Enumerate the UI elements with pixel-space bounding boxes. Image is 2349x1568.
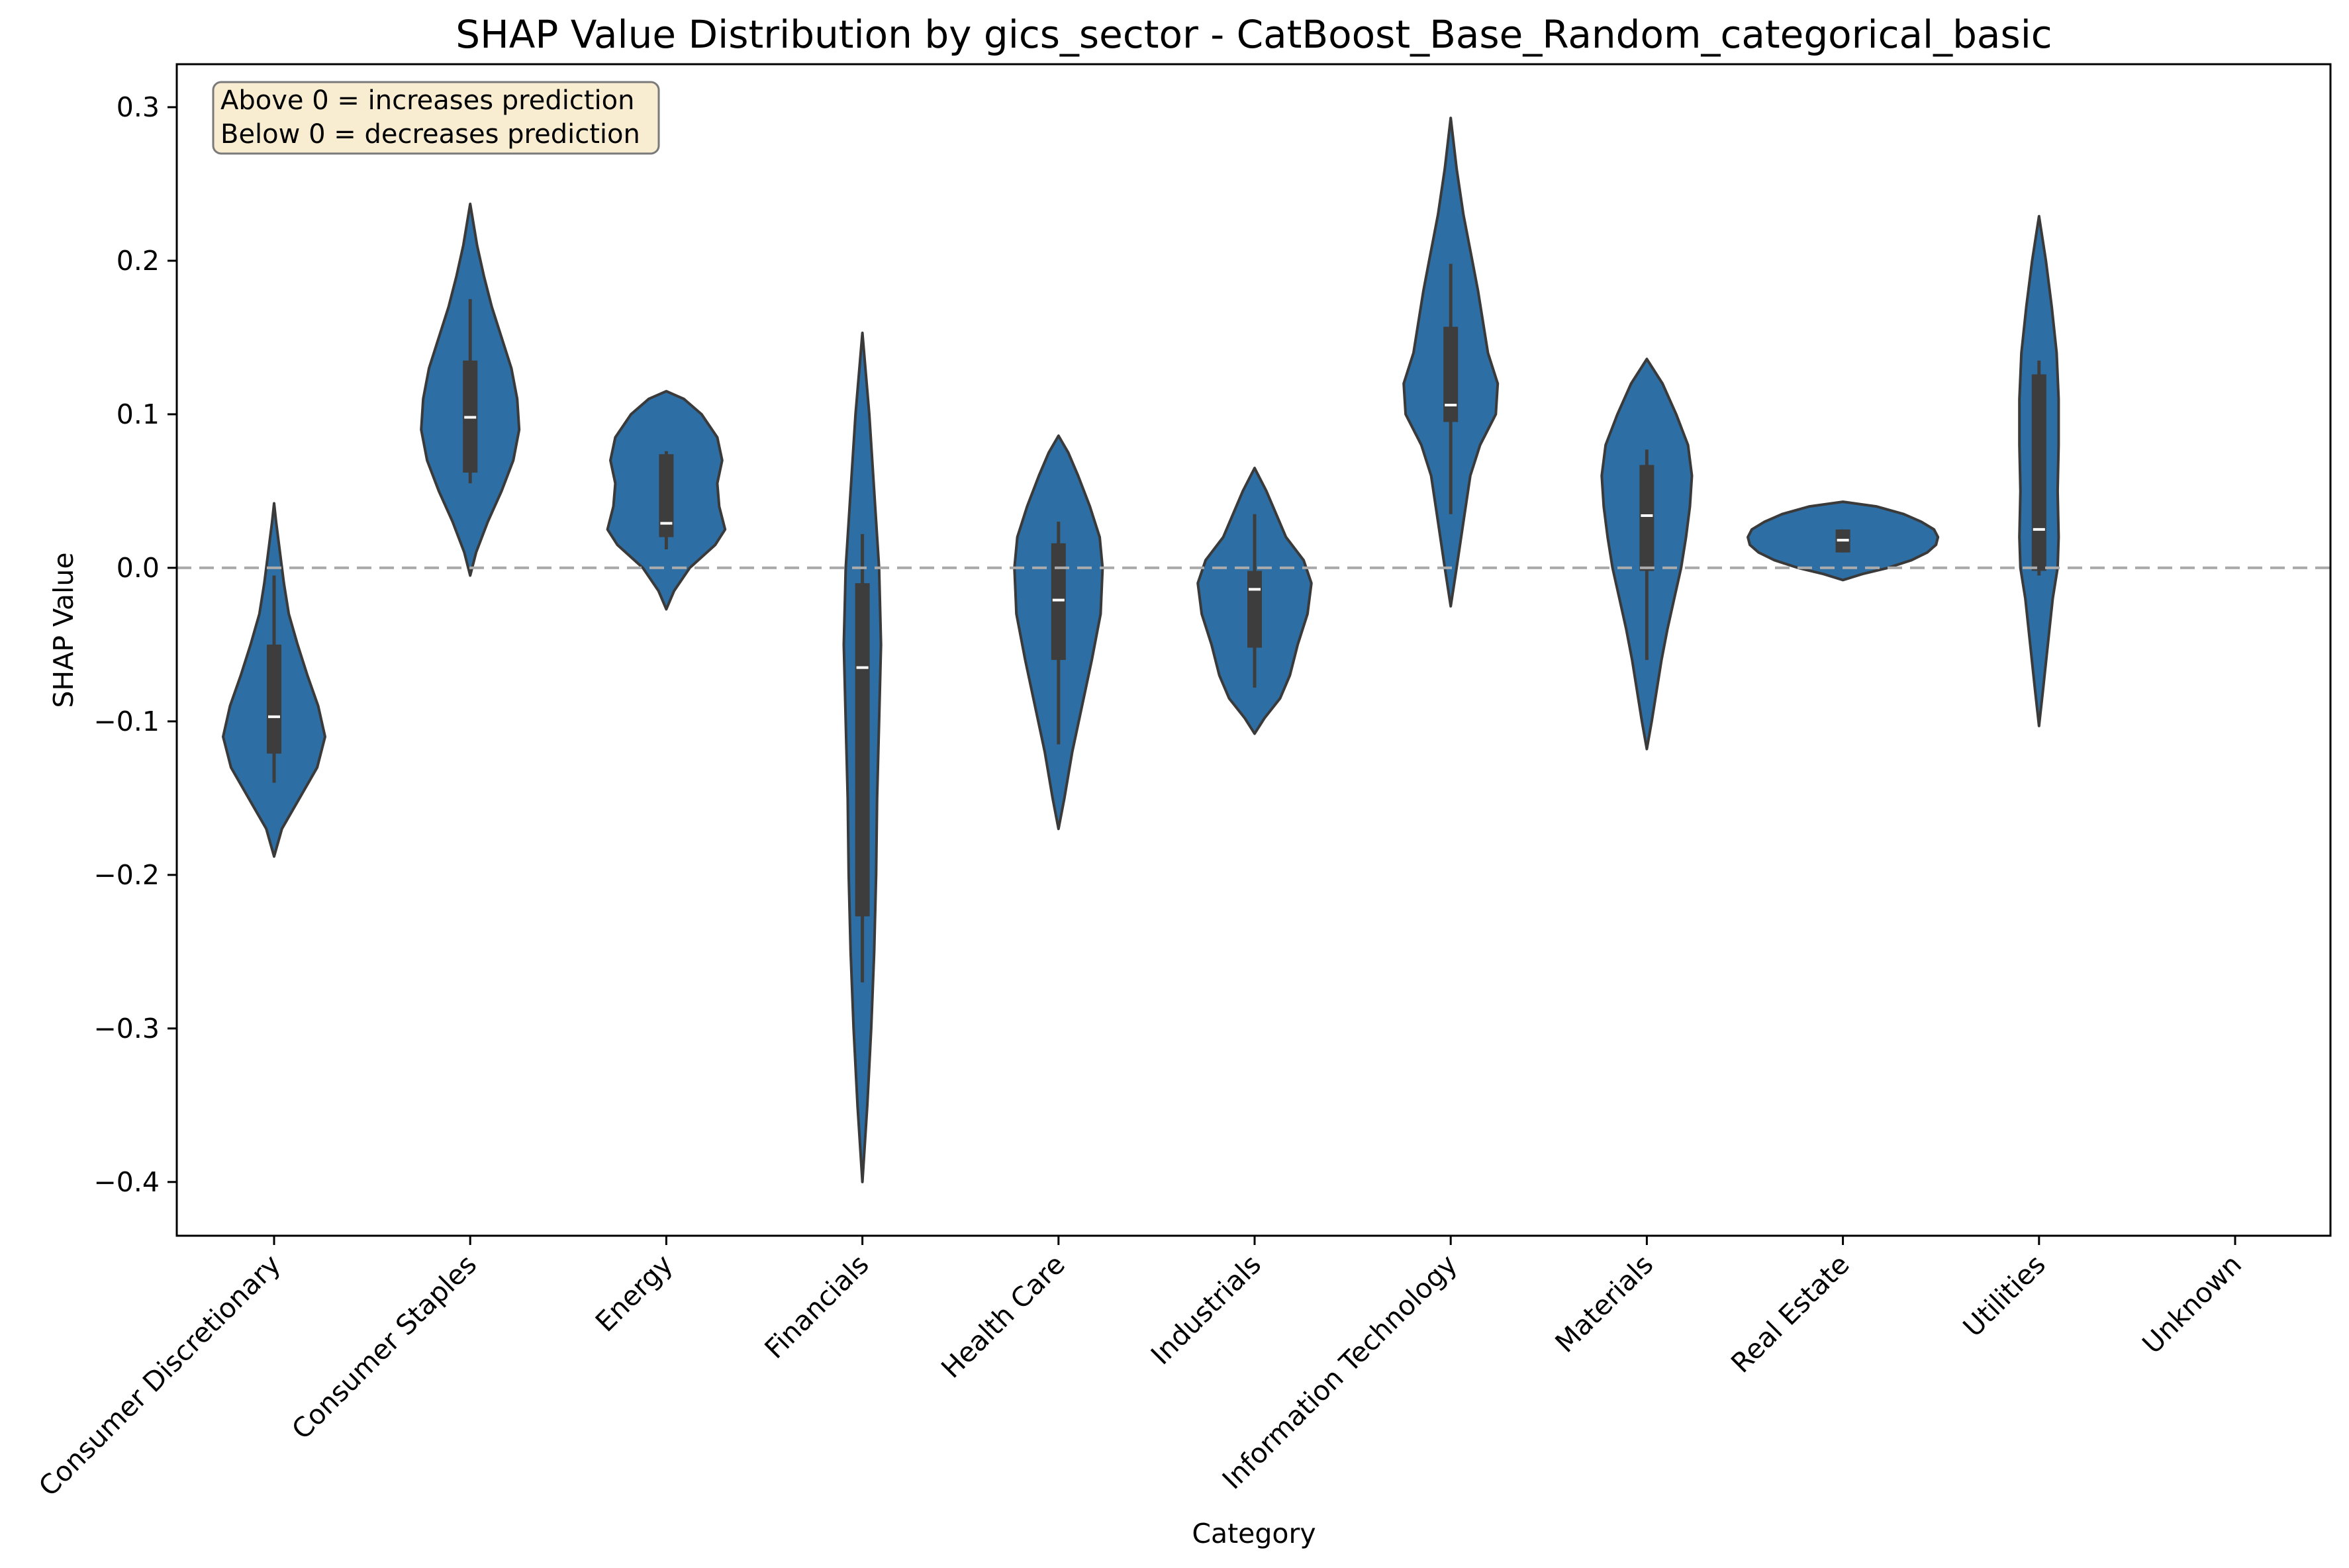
- violin-group: [606, 390, 727, 611]
- y-axis-label: SHAP Value: [48, 552, 79, 708]
- violin-group: [1600, 357, 1694, 751]
- x-tick-label: Energy: [589, 1248, 679, 1338]
- y-tick-label: −0.4: [93, 1166, 160, 1198]
- violin-iqr-box: [1443, 326, 1459, 422]
- violin-iqr-box: [1051, 543, 1066, 661]
- violin-iqr-box: [2031, 374, 2046, 571]
- plot-frame: [175, 63, 2332, 1237]
- x-axis-label: Category: [1192, 1518, 1316, 1549]
- violin-group: [420, 203, 521, 577]
- violin-group: [1013, 434, 1104, 831]
- y-tick-label: −0.2: [93, 859, 160, 891]
- violin-iqr-box: [855, 583, 870, 917]
- y-tick-label: 0.2: [117, 245, 160, 277]
- x-tick-label: Real Estate: [1725, 1248, 1855, 1379]
- x-tick-label: Information Technology: [1216, 1248, 1463, 1495]
- annotation-line-2: Below 0 = decreases prediction: [220, 119, 640, 150]
- x-tick-label: Consumer Staples: [285, 1248, 483, 1446]
- x-tick-label: Financials: [759, 1248, 875, 1365]
- x-tick-label: Industrials: [1145, 1248, 1267, 1371]
- y-tick-label: −0.3: [93, 1013, 160, 1044]
- violin-iqr-box: [267, 644, 281, 754]
- y-tick-label: 0.0: [117, 552, 160, 584]
- violin-iqr-box: [659, 454, 674, 537]
- violin-group: [2018, 214, 2060, 727]
- violins-layer: [222, 116, 2060, 1183]
- y-axis: 0.3 0.2 0.1 0.0 −0.1 −0.2 −0.3 −0.4: [93, 91, 177, 1198]
- violin-group: [1196, 467, 1313, 735]
- violin-group: [1402, 116, 1500, 608]
- annotation-background: [212, 81, 660, 155]
- annotation-line-1: Above 0 = increases prediction: [220, 85, 634, 116]
- violin-group: [222, 502, 326, 858]
- y-tick-label: −0.1: [93, 706, 160, 737]
- x-tick-label: Unknown: [2136, 1248, 2248, 1360]
- annotation-box: Above 0 = increases prediction Below 0 =…: [212, 81, 660, 155]
- x-tick-label: Health Care: [935, 1248, 1071, 1384]
- chart-title: SHAP Value Distribution by gics_sector -…: [455, 12, 2052, 57]
- violin-iqr-box: [1247, 571, 1262, 648]
- violin-group: [1747, 500, 1940, 582]
- x-tick-label: Consumer Discretionary: [32, 1248, 287, 1502]
- y-tick-label: 0.3: [117, 91, 160, 123]
- y-tick-label: 0.1: [117, 398, 160, 430]
- x-tick-label: Materials: [1549, 1248, 1660, 1359]
- x-tick-label: Utilities: [1957, 1248, 2052, 1343]
- violin-group: [842, 332, 883, 1183]
- violin-iqr-box: [1639, 465, 1654, 571]
